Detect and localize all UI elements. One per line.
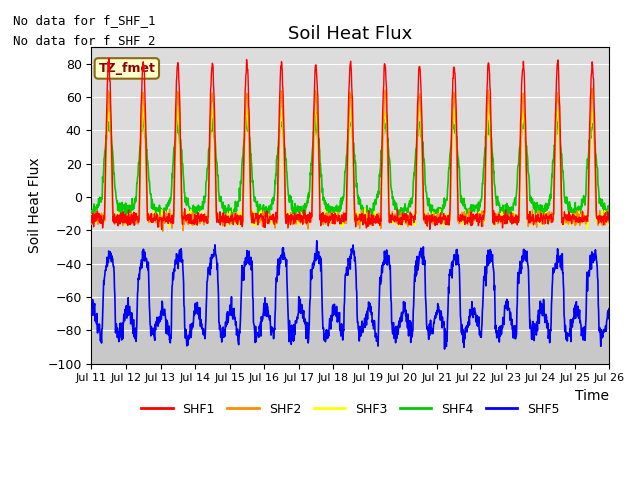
Text: No data for f_SHF_1: No data for f_SHF_1 — [13, 14, 156, 27]
Legend: SHF1, SHF2, SHF3, SHF4, SHF5: SHF1, SHF2, SHF3, SHF4, SHF5 — [136, 398, 564, 421]
X-axis label: Time: Time — [575, 389, 609, 403]
Y-axis label: Soil Heat Flux: Soil Heat Flux — [28, 157, 42, 253]
Title: Soil Heat Flux: Soil Heat Flux — [289, 24, 413, 43]
Text: No data for f_SHF_2: No data for f_SHF_2 — [13, 34, 156, 47]
Bar — [92, 47, 609, 247]
Text: TZ_fmet: TZ_fmet — [99, 62, 156, 75]
Bar — [92, 247, 609, 364]
